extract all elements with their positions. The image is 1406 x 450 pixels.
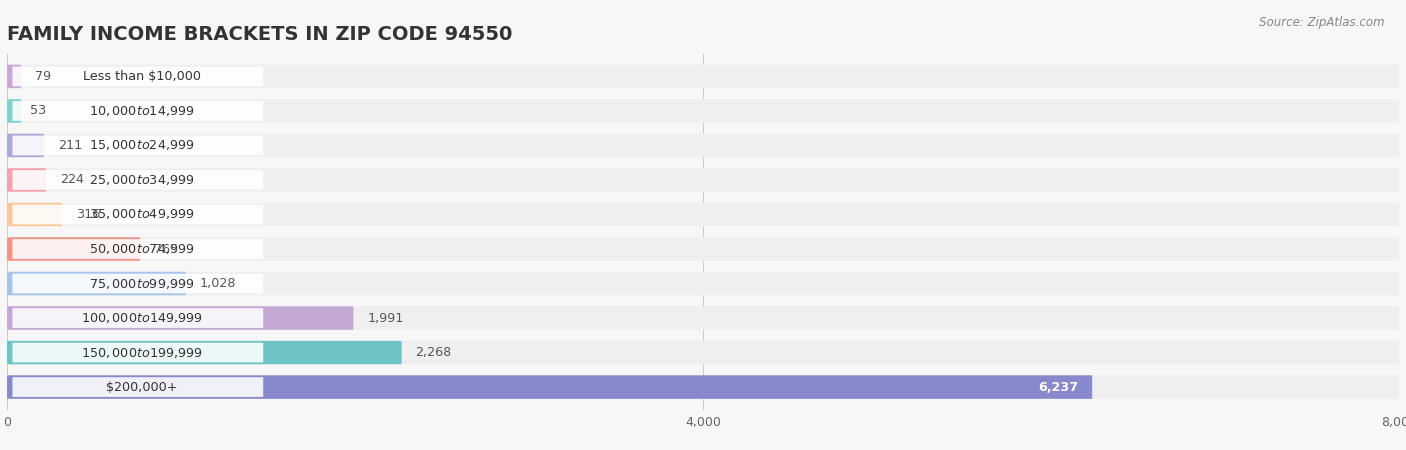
FancyBboxPatch shape: [7, 99, 1399, 123]
FancyBboxPatch shape: [7, 99, 21, 123]
Text: $25,000 to $34,999: $25,000 to $34,999: [89, 173, 194, 187]
FancyBboxPatch shape: [7, 203, 62, 226]
Text: 2,268: 2,268: [416, 346, 451, 359]
FancyBboxPatch shape: [7, 306, 1399, 330]
Text: $100,000 to $149,999: $100,000 to $149,999: [82, 311, 202, 325]
FancyBboxPatch shape: [7, 272, 1399, 295]
FancyBboxPatch shape: [7, 168, 46, 192]
FancyBboxPatch shape: [7, 237, 141, 261]
FancyBboxPatch shape: [7, 341, 402, 364]
Text: $50,000 to $74,999: $50,000 to $74,999: [89, 242, 194, 256]
Text: $10,000 to $14,999: $10,000 to $14,999: [89, 104, 194, 118]
FancyBboxPatch shape: [7, 306, 353, 330]
Text: Less than $10,000: Less than $10,000: [83, 70, 201, 83]
FancyBboxPatch shape: [13, 101, 263, 121]
FancyBboxPatch shape: [13, 274, 263, 293]
FancyBboxPatch shape: [13, 135, 263, 155]
Text: 79: 79: [35, 70, 51, 83]
Text: 224: 224: [60, 174, 84, 186]
FancyBboxPatch shape: [7, 375, 1399, 399]
Text: 211: 211: [58, 139, 82, 152]
FancyBboxPatch shape: [7, 134, 44, 157]
Text: $75,000 to $99,999: $75,000 to $99,999: [89, 276, 194, 291]
FancyBboxPatch shape: [7, 375, 1092, 399]
FancyBboxPatch shape: [13, 67, 263, 86]
FancyBboxPatch shape: [7, 134, 1399, 157]
Text: 1,028: 1,028: [200, 277, 236, 290]
FancyBboxPatch shape: [7, 272, 186, 295]
FancyBboxPatch shape: [13, 308, 263, 328]
Text: 765: 765: [155, 243, 179, 256]
FancyBboxPatch shape: [7, 341, 1399, 364]
Text: $150,000 to $199,999: $150,000 to $199,999: [82, 346, 202, 360]
FancyBboxPatch shape: [13, 205, 263, 225]
FancyBboxPatch shape: [7, 65, 1399, 88]
Text: 6,237: 6,237: [1038, 381, 1078, 394]
FancyBboxPatch shape: [7, 168, 1399, 192]
Text: $35,000 to $49,999: $35,000 to $49,999: [89, 207, 194, 221]
Text: Source: ZipAtlas.com: Source: ZipAtlas.com: [1260, 16, 1385, 29]
Text: 1,991: 1,991: [367, 311, 404, 324]
FancyBboxPatch shape: [13, 170, 263, 190]
FancyBboxPatch shape: [13, 377, 263, 397]
Text: FAMILY INCOME BRACKETS IN ZIP CODE 94550: FAMILY INCOME BRACKETS IN ZIP CODE 94550: [7, 25, 512, 44]
Text: $200,000+: $200,000+: [105, 381, 177, 394]
Text: 53: 53: [30, 104, 46, 117]
FancyBboxPatch shape: [7, 203, 1399, 226]
Text: $15,000 to $24,999: $15,000 to $24,999: [89, 139, 194, 153]
FancyBboxPatch shape: [13, 343, 263, 362]
FancyBboxPatch shape: [7, 65, 21, 88]
FancyBboxPatch shape: [7, 237, 1399, 261]
FancyBboxPatch shape: [13, 239, 263, 259]
Text: 316: 316: [76, 208, 100, 221]
